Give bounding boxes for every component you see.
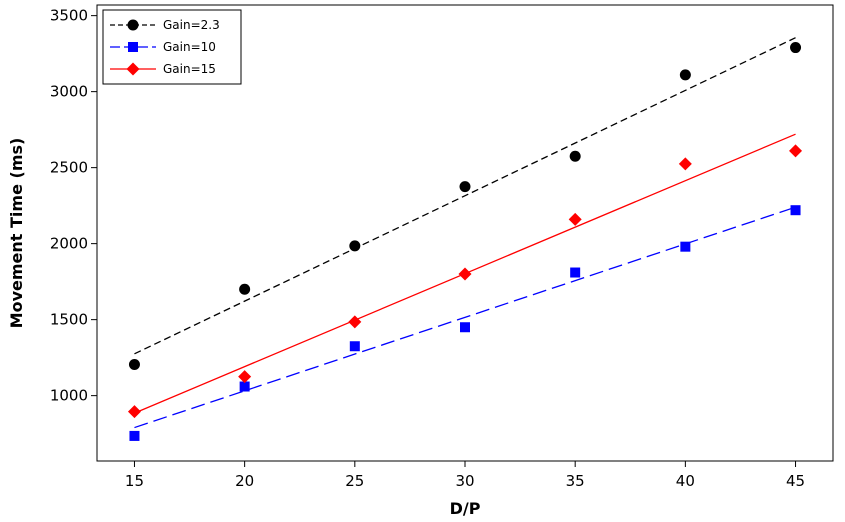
legend-label: Gain=15 (163, 62, 216, 76)
legend: Gain=2.3 Gain=10 Gain=15 (102, 9, 242, 85)
fit-line-series-0 (134, 37, 796, 355)
x-tick-label: 35 (566, 472, 585, 490)
y-axis-title: Movement Time (ms) (7, 138, 26, 329)
data-point-series-1 (790, 205, 801, 216)
y-tick-label: 2500 (50, 159, 88, 177)
data-point-series-0 (239, 283, 251, 295)
data-point-series-1 (239, 381, 250, 392)
x-ticks: 15 20 25 30 35 40 45 (125, 461, 805, 490)
y-tick-label: 1500 (50, 311, 88, 329)
data-point-series-2 (348, 315, 362, 329)
data-point-series-0 (569, 150, 581, 162)
legend-marker (128, 42, 138, 52)
series-fit-lines (134, 37, 796, 429)
x-tick-label: 40 (676, 472, 695, 490)
data-point-series-0 (349, 240, 361, 252)
data-point-series-2 (127, 405, 141, 419)
y-tick-label: 2000 (50, 235, 88, 253)
legend-label: Gain=2.3 (163, 18, 220, 32)
data-point-series-0 (128, 358, 140, 370)
data-point-series-2 (789, 144, 803, 158)
x-tick-label: 45 (786, 472, 805, 490)
series-markers (127, 42, 803, 441)
x-tick-label: 20 (235, 472, 254, 490)
data-point-series-2 (238, 370, 252, 384)
x-tick-label: 30 (455, 472, 474, 490)
data-point-series-1 (680, 241, 691, 252)
fit-line-series-1 (134, 206, 796, 429)
y-gridless-ticks: 1000 1500 2000 2500 3000 3500 (50, 7, 97, 405)
x-axis-title: D/P (450, 499, 481, 518)
y-tick-label: 3500 (50, 7, 88, 25)
data-point-series-0 (790, 42, 802, 54)
data-point-series-0 (679, 69, 691, 81)
data-point-series-1 (570, 267, 581, 278)
data-point-series-2 (568, 212, 582, 226)
x-tick-label: 25 (345, 472, 364, 490)
data-point-series-1 (129, 430, 140, 441)
legend-marker (126, 62, 140, 76)
data-point-series-1 (349, 341, 360, 352)
x-tick-label: 15 (125, 472, 144, 490)
data-point-series-2 (458, 267, 472, 281)
y-tick-label: 3000 (50, 83, 88, 101)
plot-frame (96, 4, 834, 462)
y-tick-label: 1000 (50, 387, 88, 405)
data-point-series-1 (460, 322, 470, 333)
data-point-series-2 (678, 157, 692, 171)
legend-marker (127, 19, 139, 31)
legend-label: Gain=10 (163, 40, 216, 54)
data-point-series-0 (459, 181, 471, 193)
